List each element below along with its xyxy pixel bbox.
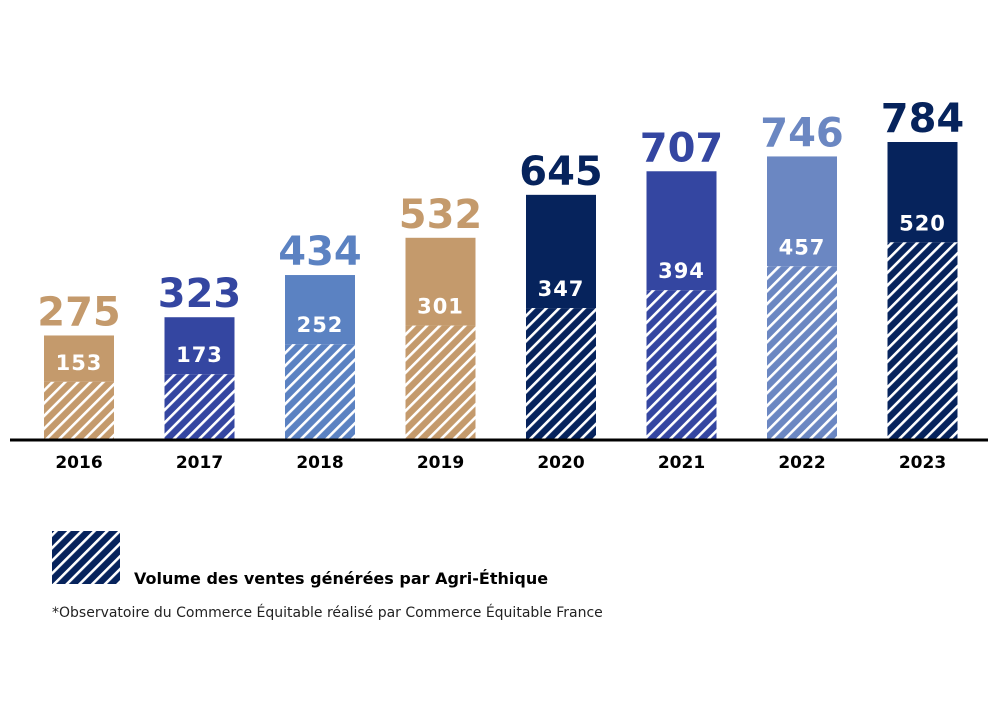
total-label-2020: 645 — [519, 149, 603, 195]
legend-swatch — [52, 531, 120, 584]
total-label-2023: 784 — [881, 96, 965, 142]
inner-label-2021: 394 — [658, 259, 705, 283]
footnote: *Observatoire du Commerce Équitable réal… — [52, 604, 603, 621]
bar-total-2017 — [164, 317, 235, 375]
bars-layer: 275 153 323 173 434 252 532 301 645 347 707 394 746 4… — [37, 96, 964, 440]
x-tick-2019: 2019 — [417, 453, 464, 473]
inner-label-2022: 457 — [779, 235, 826, 259]
bar-inner-2020 — [526, 308, 596, 440]
x-tick-labels: 2016 2017 2018 2019 2020 2021 2022 2023 — [55, 453, 946, 473]
inner-label-2019: 301 — [417, 295, 464, 319]
bar-total-2020 — [526, 194, 596, 309]
bar-inner-2023 — [887, 242, 958, 440]
inner-label-2017: 173 — [176, 343, 223, 367]
legend: Volume des ventes générées par Agri-Éthi… — [52, 531, 548, 588]
x-tick-2021: 2021 — [658, 453, 705, 473]
x-tick-2020: 2020 — [537, 453, 584, 473]
x-tick-2016: 2016 — [55, 453, 102, 473]
x-tick-2023: 2023 — [899, 453, 946, 473]
bar-total-2018 — [285, 275, 355, 345]
inner-label-2020: 347 — [538, 277, 585, 301]
total-label-2017: 323 — [158, 271, 242, 317]
bar-total-2016 — [44, 335, 114, 382]
bar-inner-2018 — [285, 344, 355, 440]
total-label-2016: 275 — [37, 289, 121, 335]
bar-inner-2017 — [164, 374, 235, 440]
x-tick-2018: 2018 — [296, 453, 343, 473]
bar-inner-2019 — [405, 325, 476, 440]
total-label-2022: 746 — [760, 110, 844, 156]
inner-label-2023: 520 — [899, 211, 946, 235]
bar-inner-2016 — [44, 381, 114, 440]
bar-total-2023 — [887, 142, 958, 243]
bar-total-2022 — [767, 156, 837, 267]
bar-inner-2021 — [646, 290, 717, 440]
x-tick-2017: 2017 — [176, 453, 223, 473]
total-label-2018: 434 — [278, 229, 362, 275]
legend-label: Volume des ventes générées par Agri-Éthi… — [134, 569, 548, 588]
total-label-2019: 532 — [399, 192, 483, 238]
bar-total-2021 — [646, 171, 717, 291]
inner-label-2016: 153 — [56, 351, 103, 375]
total-label-2021: 707 — [640, 125, 724, 171]
inner-label-2018: 252 — [297, 313, 344, 337]
bar-inner-2022 — [767, 266, 837, 440]
x-tick-2022: 2022 — [778, 453, 825, 473]
bar-total-2019 — [405, 237, 476, 326]
